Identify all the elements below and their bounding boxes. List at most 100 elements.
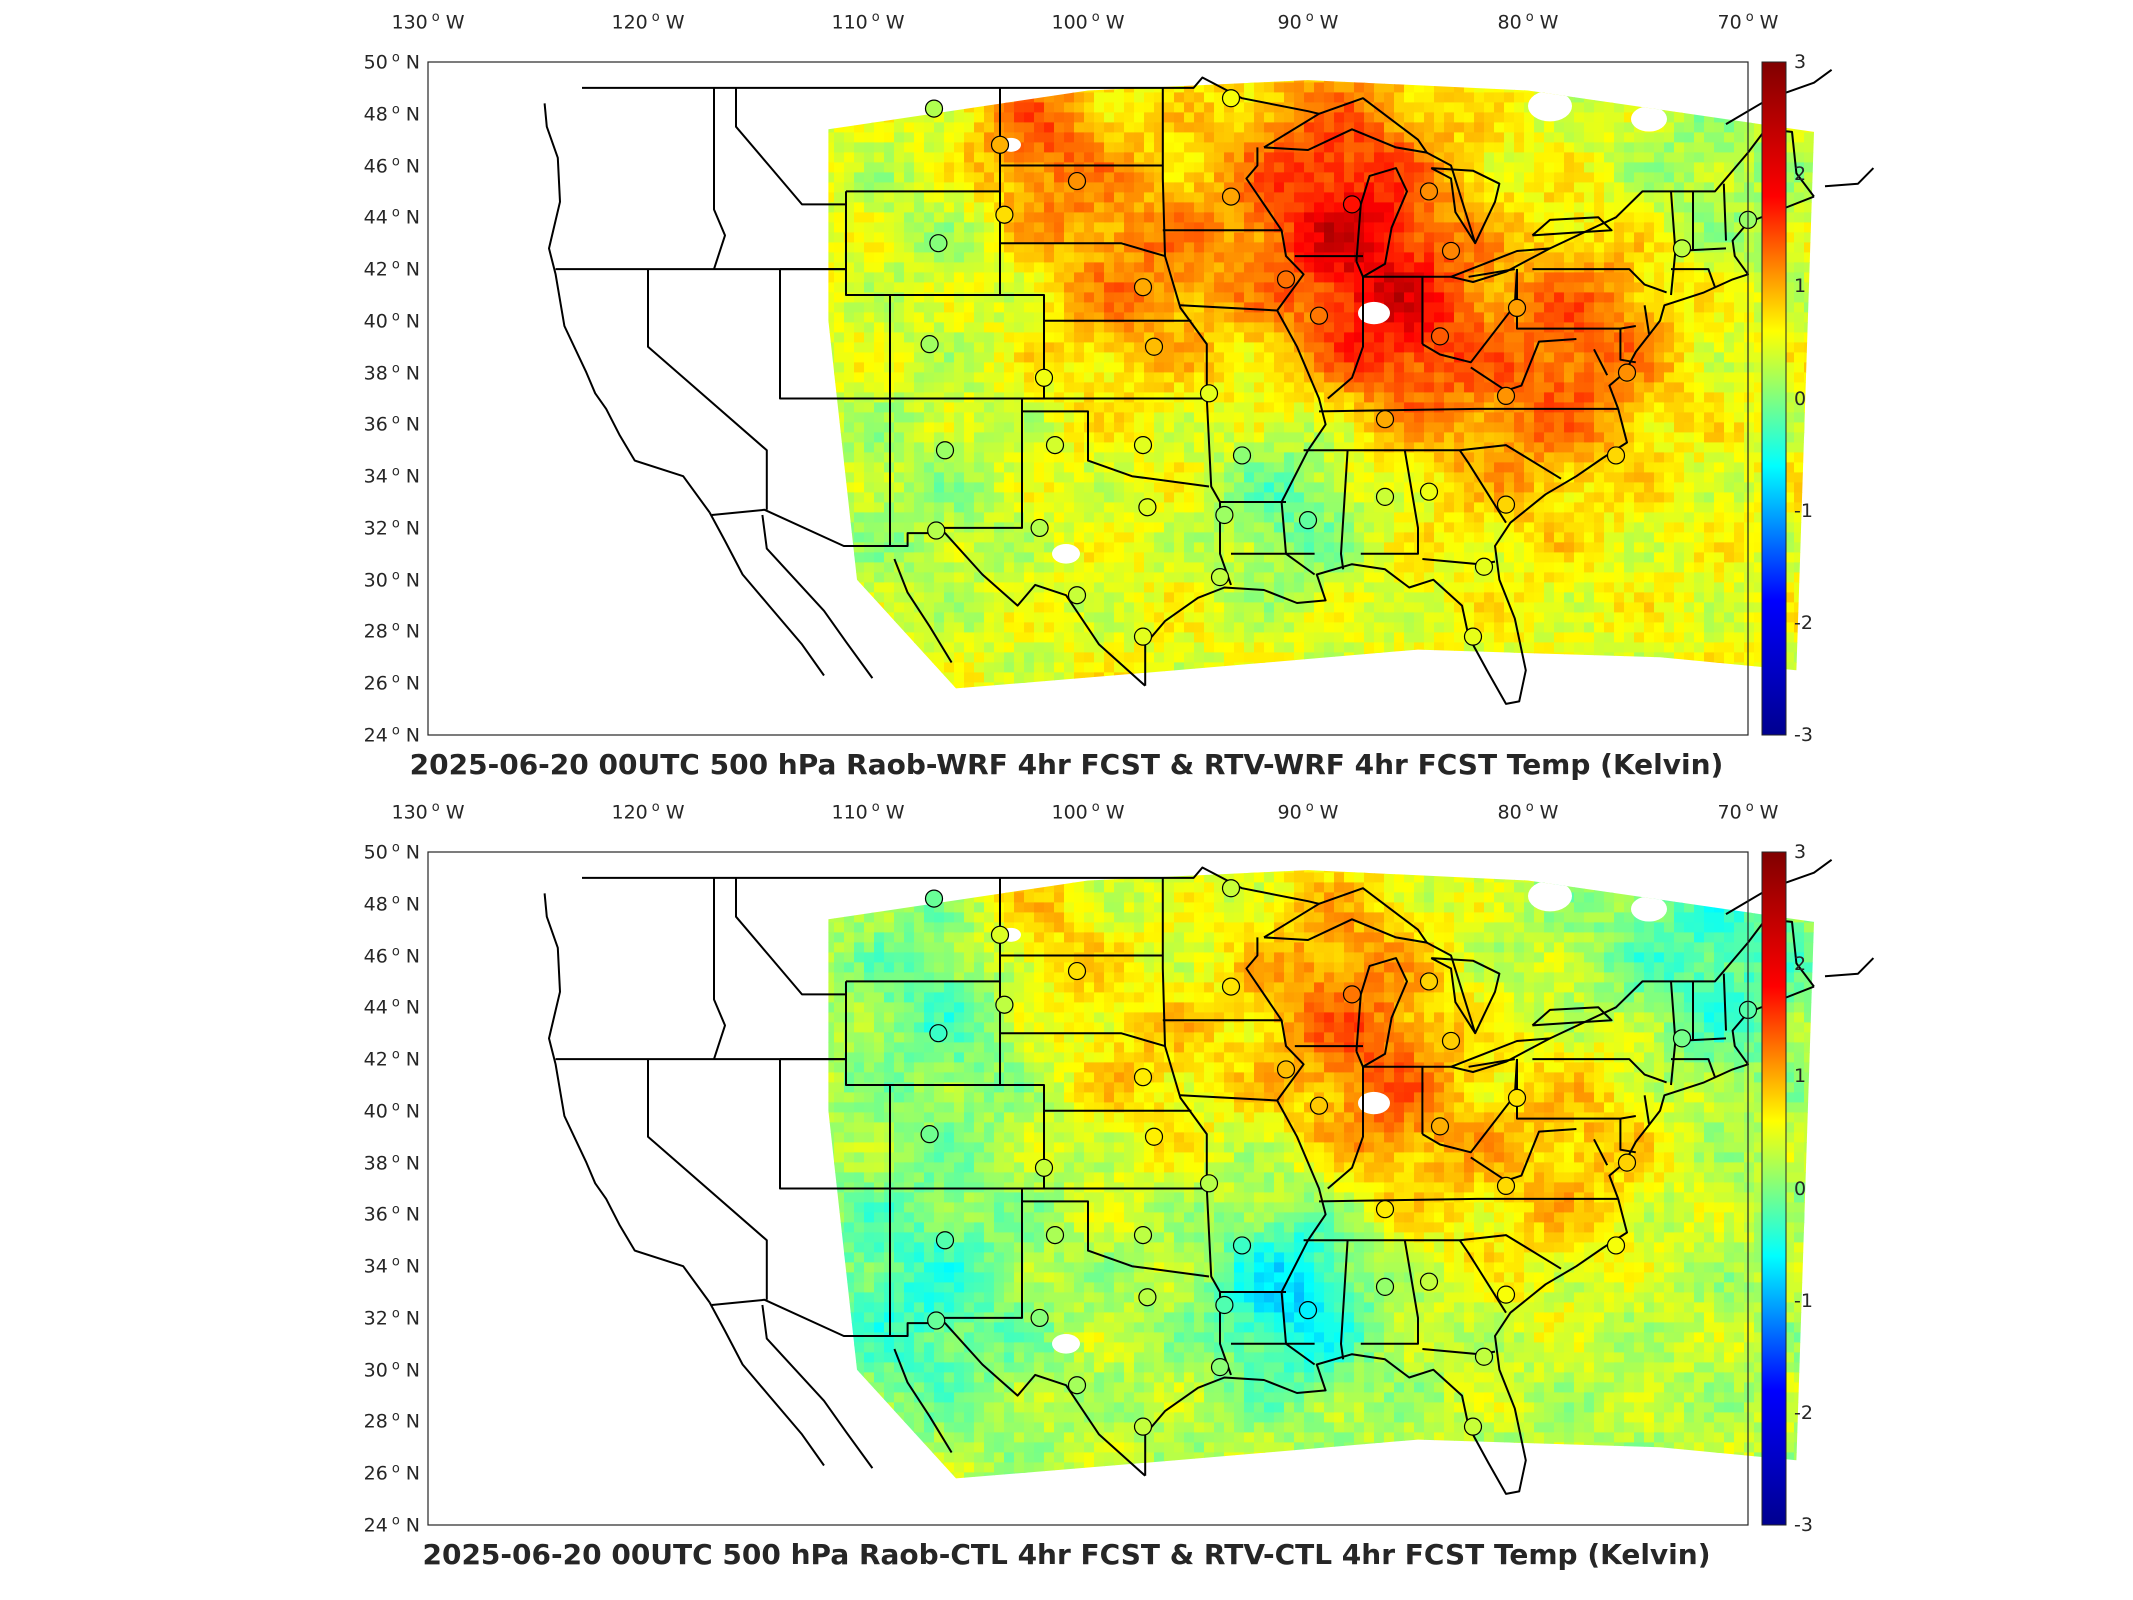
raob-site-marker — [1375, 1277, 1395, 1296]
state-boundary — [1245, 147, 1327, 576]
state-boundary — [779, 1059, 890, 1190]
lat-tick-label: 28 o N — [363, 1409, 420, 1434]
missing-data-patch — [1528, 880, 1572, 912]
lat-tick-label: 36 o N — [363, 1202, 420, 1227]
colorbar-tick-label: -1 — [1794, 499, 1813, 522]
state-boundary — [1722, 183, 1727, 241]
state-boundary — [647, 269, 768, 510]
plot-frame — [427, 851, 1749, 1526]
raob-site-marker — [1309, 306, 1329, 325]
state-boundary — [1000, 1032, 1166, 1048]
great-lake-outline — [1531, 1006, 1613, 1027]
missing-data-patch — [1358, 1091, 1390, 1115]
raob-site-marker — [1133, 1417, 1153, 1436]
state-boundary — [1000, 242, 1166, 258]
great-lake-outline — [1263, 887, 1428, 944]
colorbar — [1761, 61, 1787, 736]
state-boundary — [942, 398, 1023, 529]
raob-site-marker — [1067, 1376, 1087, 1395]
colorbar-tick-label: 0 — [1794, 1177, 1807, 1200]
raob-site-marker — [1496, 1285, 1516, 1304]
state-boundary — [779, 269, 890, 400]
raob-site-marker — [1474, 1347, 1494, 1366]
coastline-border — [893, 1348, 953, 1454]
raob-site-marker — [924, 99, 944, 118]
colorbar-tick-label: -2 — [1794, 1401, 1813, 1424]
coastline-border — [708, 511, 825, 677]
missing-data-patch — [1528, 90, 1572, 122]
raob-site-marker — [1430, 1117, 1450, 1136]
great-lake-outline — [1430, 167, 1501, 245]
state-boundary — [1245, 937, 1327, 1366]
colorbar-tick-label: 1 — [1794, 275, 1807, 298]
raob-site-marker — [1210, 1358, 1230, 1377]
raob-site-marker — [1144, 337, 1164, 356]
raob-site-marker — [1045, 1225, 1065, 1245]
state-boundary — [1340, 450, 1349, 570]
missing-data-patch — [1358, 301, 1390, 325]
state-boundary — [1426, 151, 1477, 244]
lon-tick-label: 70 o W — [1717, 10, 1779, 34]
lon-tick-label: 90 o W — [1277, 800, 1339, 824]
raob-site-marker — [1276, 1060, 1296, 1079]
lat-tick-label: 46 o N — [363, 153, 420, 178]
lat-tick-label: 30 o N — [363, 1358, 420, 1382]
raob-site-marker — [1210, 568, 1230, 587]
state-boundary — [1458, 1239, 1507, 1314]
colorbar-tick-label: -3 — [1794, 1514, 1813, 1536]
raob-site-marker — [1199, 384, 1219, 403]
state-boundary — [1458, 449, 1507, 524]
coastline-border — [761, 1304, 874, 1469]
raob-site-marker — [1419, 482, 1439, 501]
state-boundary — [1643, 1095, 1650, 1124]
raob-site-marker — [1617, 1153, 1637, 1172]
coastline-border — [1824, 167, 1875, 188]
raob-site-marker — [1221, 89, 1241, 108]
raob-site-marker — [1617, 363, 1637, 382]
state-boundary — [1022, 410, 1210, 488]
map-plot-wrf — [427, 61, 1875, 736]
lon-tick-label: 80 o W — [1497, 800, 1559, 824]
raob-site-marker — [1375, 1200, 1395, 1219]
colorbar-tick-label: -2 — [1794, 611, 1813, 634]
state-boundary — [1327, 1066, 1364, 1190]
coastline-border — [1144, 985, 1815, 1495]
state-boundary — [1340, 1240, 1349, 1360]
state-boundary — [1470, 1128, 1577, 1182]
state-boundary — [1161, 87, 1208, 399]
state-boundary — [1180, 304, 1278, 312]
state-boundary — [890, 294, 1045, 400]
coastline-border — [543, 893, 711, 1303]
lat-tick-label: 26 o N — [363, 671, 420, 695]
colorbar-tick-label: 0 — [1794, 387, 1807, 410]
raob-site-marker — [1030, 1308, 1049, 1328]
state-boundary — [1619, 1118, 1636, 1154]
raob-site-marker — [990, 925, 1010, 944]
missing-data-patch — [1052, 1334, 1080, 1354]
colorbar-tick-label: 1 — [1794, 1065, 1807, 1088]
state-boundary — [1303, 1234, 1562, 1270]
raob-site-marker — [1221, 879, 1241, 898]
state-boundary — [1532, 1058, 1667, 1084]
raob-site-marker — [1463, 627, 1483, 646]
colorbar-tick-label: 3 — [1794, 51, 1807, 73]
raob-site-marker — [929, 1024, 948, 1043]
lat-tick-label: 32 o N — [363, 516, 420, 540]
lat-tick-label: 34 o N — [363, 464, 420, 488]
map-plot-ctl — [427, 851, 1875, 1526]
raob-site-marker — [1309, 1096, 1329, 1115]
lon-tick-label: 100 o W — [1051, 10, 1125, 34]
raob-site-marker — [1507, 298, 1527, 318]
raob-site-marker — [1276, 270, 1296, 289]
panel-title-wrf: 2025-06-20 00UTC 500 hPa Raob-WRF 4hr FC… — [409, 748, 1724, 781]
coastline-border — [582, 76, 1320, 115]
raob-site-marker — [1221, 977, 1241, 996]
state-boundary — [647, 1059, 768, 1300]
coastline-border — [761, 514, 874, 679]
state-boundary — [1318, 407, 1619, 413]
lat-tick-label: 24 o N — [363, 723, 420, 747]
lat-tick-label: 42 o N — [363, 257, 420, 281]
raob-site-marker — [1133, 278, 1153, 297]
raob-site-marker — [1215, 505, 1234, 525]
state-boundary — [1426, 941, 1477, 1034]
